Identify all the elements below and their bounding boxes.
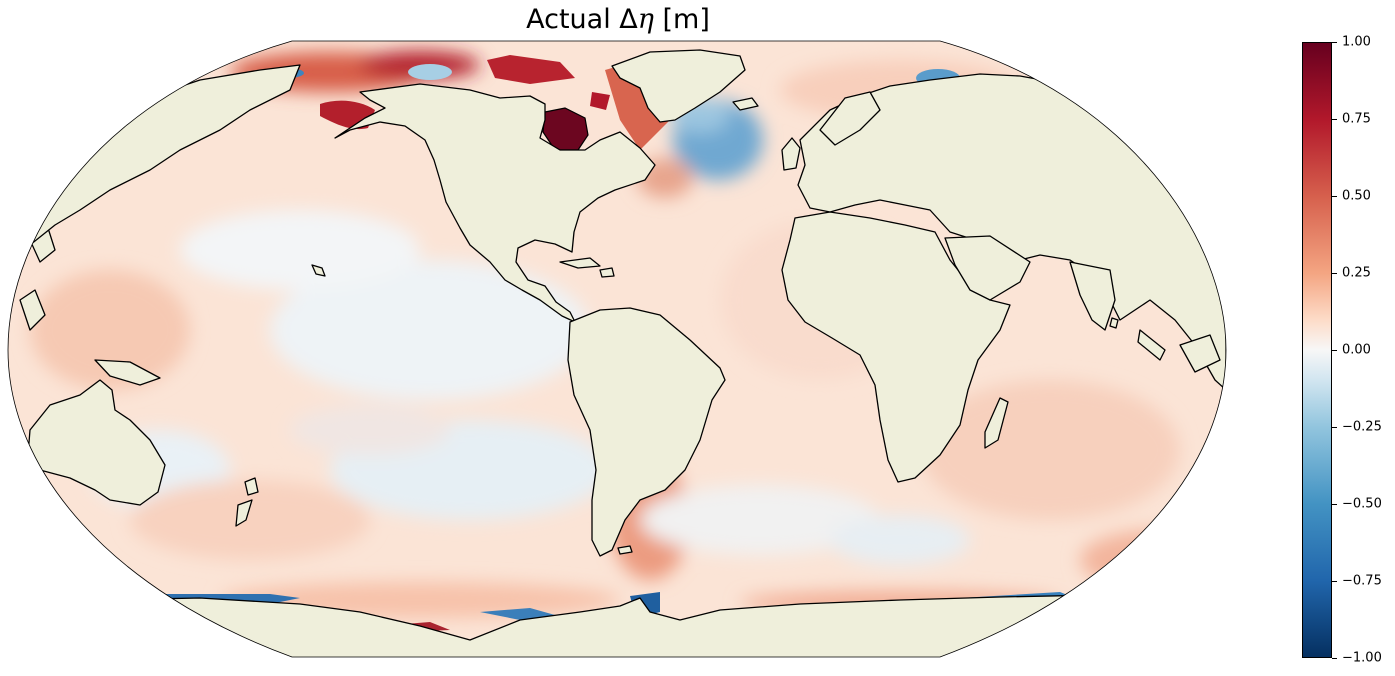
colorbar-tick-label: 0.25 bbox=[1342, 265, 1371, 281]
colorbar-tick-mark bbox=[1332, 42, 1337, 43]
eurasia-land bbox=[797, 73, 1226, 391]
scandinavia-land bbox=[819, 91, 881, 146]
south-america-land bbox=[567, 307, 726, 557]
colorbar-tick-mark bbox=[1332, 196, 1337, 197]
colorbar-tick-label: −1.00 bbox=[1342, 650, 1382, 666]
colorbar-tick-mark bbox=[1332, 119, 1337, 120]
colorbar-tick-label: −0.50 bbox=[1342, 496, 1382, 512]
map-title: Actual Δη [m] bbox=[526, 4, 710, 35]
ssh-anomaly-field bbox=[30, 51, 1226, 618]
colorbar-tick-mark bbox=[1332, 273, 1337, 274]
colorbar-gradient bbox=[1302, 42, 1332, 658]
arctic-blue-patch bbox=[408, 64, 452, 80]
arabia-land bbox=[944, 235, 1031, 301]
north-america-land bbox=[334, 83, 656, 323]
colorbar-tick-label: −0.75 bbox=[1342, 573, 1382, 589]
australia-land bbox=[27, 379, 166, 506]
hawaii-land bbox=[311, 264, 326, 277]
antarctica-land bbox=[8, 594, 1226, 657]
colorbar-tick-mark bbox=[1332, 581, 1337, 582]
colorbar-tick-mark bbox=[1332, 658, 1337, 659]
new-guinea-land bbox=[94, 359, 161, 386]
cuba-land bbox=[559, 257, 601, 269]
colorbar-tick-label: 0.50 bbox=[1342, 188, 1371, 204]
colorbar bbox=[1302, 42, 1332, 658]
falklands-land bbox=[617, 545, 633, 555]
greenland-land bbox=[611, 49, 746, 123]
colorbar-tick-mark bbox=[1332, 350, 1337, 351]
land-masses bbox=[8, 49, 1226, 657]
colorbar-tick-label: 1.00 bbox=[1342, 34, 1371, 50]
world-map bbox=[7, 40, 1227, 658]
hispaniola-land bbox=[599, 267, 615, 278]
new-zealand-north bbox=[244, 477, 259, 496]
new-zealand-land bbox=[235, 499, 253, 527]
philippines-land bbox=[19, 289, 46, 331]
colorbar-tick-label: 0.75 bbox=[1342, 111, 1371, 127]
colorbar-tick-label: −0.25 bbox=[1342, 419, 1382, 435]
madagascar-land bbox=[984, 397, 1009, 449]
borneo-land bbox=[1179, 334, 1221, 373]
iceland-land bbox=[732, 97, 759, 111]
arctic-archipelago-red bbox=[487, 55, 575, 84]
great-britain-land bbox=[781, 137, 801, 171]
globe-outline bbox=[7, 40, 1227, 658]
globe-field bbox=[8, 41, 1226, 657]
colorbar-tick-mark bbox=[1332, 427, 1337, 428]
colorbar-tick-mark bbox=[1332, 504, 1337, 505]
africa-land bbox=[781, 211, 1011, 483]
sumatra-land bbox=[1137, 329, 1166, 361]
antarctic-blue-2 bbox=[480, 608, 555, 620]
india-land bbox=[1069, 261, 1116, 331]
colorbar-tick-label: 0.00 bbox=[1342, 342, 1371, 358]
hudson-bay-dark-red bbox=[542, 107, 589, 151]
hudson-strait-red bbox=[590, 92, 610, 110]
sri-lanka-land bbox=[1109, 317, 1119, 329]
